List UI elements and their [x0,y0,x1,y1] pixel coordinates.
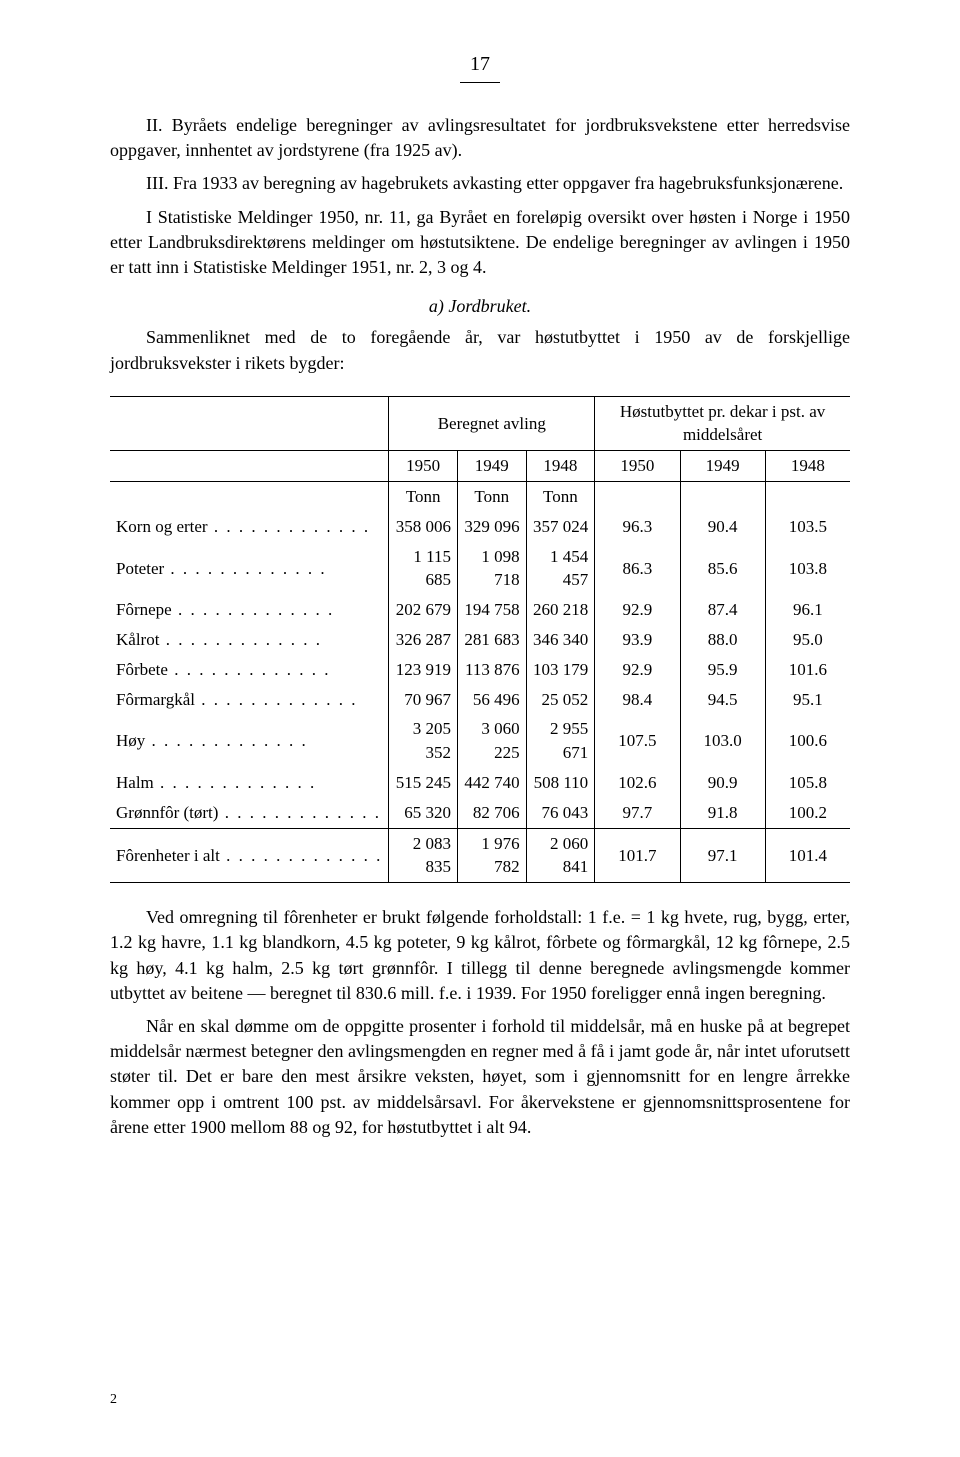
table-cell: 100.6 [765,714,850,768]
table-cell: 358 006 [389,512,458,542]
table-cell: 90.9 [680,768,765,798]
table-cell: 96.1 [765,595,850,625]
table-cell: 76 043 [526,798,595,828]
year-col-2: 1949 [457,451,526,482]
table-cell: 82 706 [457,798,526,828]
page-number: 17 [110,50,850,78]
table-cell: 100.2 [765,798,850,828]
paragraph-2: III. Fra 1933 av beregning av hagebruket… [110,171,850,196]
unit-4 [595,482,680,512]
table-cell: 260 218 [526,595,595,625]
table-cell: 65 320 [389,798,458,828]
table-cell: 2 955 671 [526,714,595,768]
table-cell: 281 683 [457,625,526,655]
table-cell: 103 179 [526,655,595,685]
unit-1: Tonn [389,482,458,512]
table-cell: 87.4 [680,595,765,625]
paragraph-5: Ved omregning til fôrenheter er brukt fø… [110,905,850,1006]
table-cell: 1 115 685 [389,542,458,596]
table-cell: 194 758 [457,595,526,625]
table-cell: 95.1 [765,685,850,715]
page-number-underline [460,82,500,83]
table-cell: 101.6 [765,655,850,685]
table-row-label: Grønnfôr (tørt) [110,798,389,828]
header-hostutbyttet: Høstutbyttet pr. dekar i pst. av middels… [595,396,850,451]
table-cell: 329 096 [457,512,526,542]
paragraph-1: II. Byråets endelige beregninger av avli… [110,113,850,163]
total-v1: 1 976 782 [457,828,526,883]
table-cell: 70 967 [389,685,458,715]
year-col-4: 1950 [595,451,680,482]
table-cell: 1 098 718 [457,542,526,596]
year-col-5: 1949 [680,451,765,482]
table-row-label: Fôrmargkål [110,685,389,715]
table-cell: 93.9 [595,625,680,655]
table-cell: 92.9 [595,655,680,685]
header-beregnet: Beregnet avling [389,396,595,451]
unit-6 [765,482,850,512]
table-row-label: Korn og erter [110,512,389,542]
table-row-label: Høy [110,714,389,768]
table-cell: 94.5 [680,685,765,715]
total-v3: 101.7 [595,828,680,883]
table-cell: 442 740 [457,768,526,798]
table-cell: 25 052 [526,685,595,715]
table-cell: 97.7 [595,798,680,828]
table-cell: 102.6 [595,768,680,798]
total-v5: 101.4 [765,828,850,883]
table-cell: 91.8 [680,798,765,828]
year-col-6: 1948 [765,451,850,482]
table-cell: 515 245 [389,768,458,798]
table-cell: 346 340 [526,625,595,655]
table-cell: 95.0 [765,625,850,655]
footer-marker: 2 [110,1390,117,1410]
table-cell: 88.0 [680,625,765,655]
unit-3: Tonn [526,482,595,512]
subheading-a: a) Jordbruket. [110,294,850,319]
table-row-label: Fôrnepe [110,595,389,625]
paragraph-6: Når en skal dømme om de oppgitte prosent… [110,1014,850,1140]
table-cell: 508 110 [526,768,595,798]
table-cell: 105.8 [765,768,850,798]
table-row-label: Halm [110,768,389,798]
table-cell: 56 496 [457,685,526,715]
table-cell: 3 060 225 [457,714,526,768]
year-col-1: 1950 [389,451,458,482]
table-cell: 103.8 [765,542,850,596]
table-cell: 98.4 [595,685,680,715]
paragraph-4: Sammenliknet med de to foregående år, va… [110,325,850,375]
total-v0: 2 083 835 [389,828,458,883]
table-cell: 113 876 [457,655,526,685]
table-cell: 96.3 [595,512,680,542]
total-label: Fôrenheter i alt [110,828,389,883]
table-row-label: Kålrot [110,625,389,655]
table-cell: 3 205 352 [389,714,458,768]
table-cell: 107.5 [595,714,680,768]
table-cell: 357 024 [526,512,595,542]
table-cell: 92.9 [595,595,680,625]
paragraph-3: I Statistiske Meldinger 1950, nr. 11, ga… [110,205,850,281]
table-cell: 123 919 [389,655,458,685]
table-cell: 202 679 [389,595,458,625]
unit-5 [680,482,765,512]
table-cell: 85.6 [680,542,765,596]
unit-2: Tonn [457,482,526,512]
year-col-3: 1948 [526,451,595,482]
table-cell: 103.5 [765,512,850,542]
table-cell: 90.4 [680,512,765,542]
table-cell: 103.0 [680,714,765,768]
table-cell: 86.3 [595,542,680,596]
table-cell: 1 454 457 [526,542,595,596]
table-row-label: Fôrbete [110,655,389,685]
total-v4: 97.1 [680,828,765,883]
table-cell: 326 287 [389,625,458,655]
data-table: Beregnet avling Høstutbyttet pr. dekar i… [110,396,850,884]
table-row-label: Poteter [110,542,389,596]
total-v2: 2 060 841 [526,828,595,883]
table-cell: 95.9 [680,655,765,685]
